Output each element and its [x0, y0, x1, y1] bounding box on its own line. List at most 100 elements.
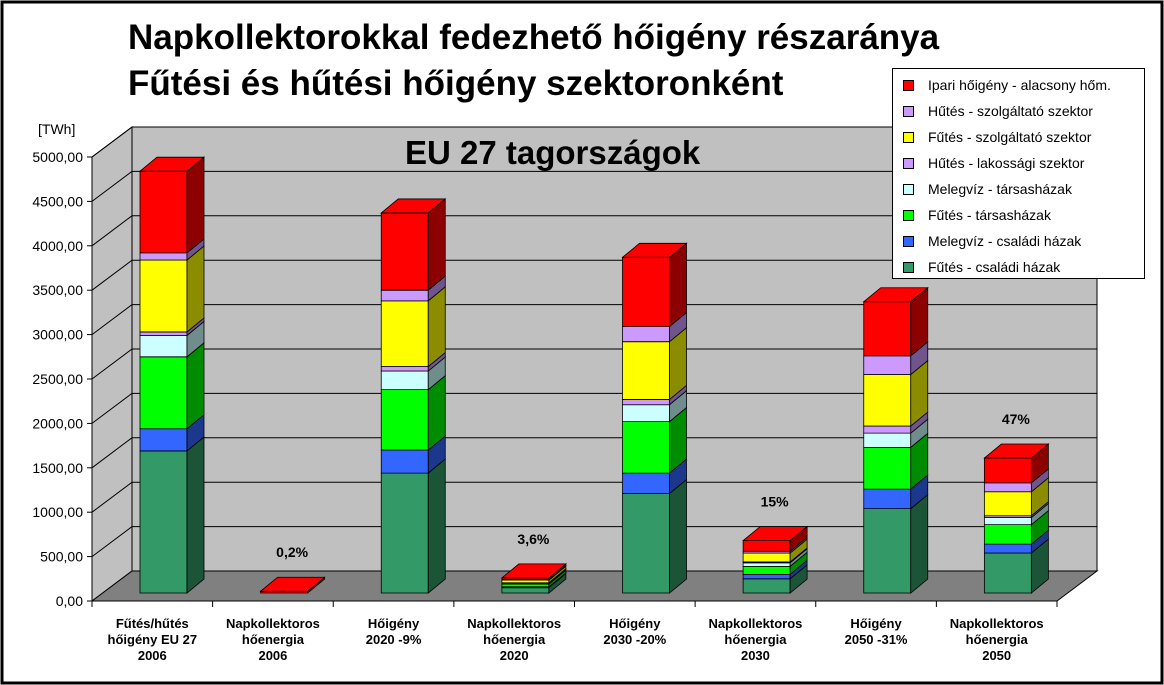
bar-segment — [983, 517, 1032, 526]
x-tick-label: 2030 -20% — [603, 632, 666, 647]
bar-segment — [742, 565, 791, 575]
legend-item: Melegvíz - társasházak — [903, 179, 1072, 199]
y-tick-label: 4000,00 — [32, 238, 83, 254]
legend-swatch — [903, 261, 914, 273]
bar-annotation: 47% — [1002, 411, 1031, 427]
x-tick-label: 2020 — [500, 648, 529, 663]
bar-segment — [622, 493, 670, 594]
legend-swatch — [903, 235, 914, 247]
bar-segment — [983, 524, 1032, 545]
bar-segment — [139, 450, 188, 594]
bar-segment — [380, 370, 429, 391]
bar-segment — [983, 457, 1032, 484]
bar-segment — [622, 404, 670, 423]
bar-segment-side — [427, 198, 446, 292]
y-gridline — [91, 481, 1097, 513]
bar-segment — [380, 449, 429, 474]
bar-annotation: 3,6% — [517, 531, 549, 547]
legend-label: Ipari hőigény - alacsony hőm. — [928, 77, 1111, 93]
bar-segment — [622, 341, 670, 400]
bar-segment — [622, 326, 670, 343]
bar-segment — [139, 356, 188, 430]
legend-item: Ipari hőigény - alacsony hőm. — [903, 75, 1111, 95]
legend-swatch — [903, 79, 914, 91]
bar-segment — [380, 366, 429, 372]
x-tick-label: 2020 -9% — [366, 632, 422, 647]
bar-segment — [139, 335, 188, 358]
bar-segment — [622, 399, 670, 406]
bar-segment-side — [186, 341, 205, 430]
x-tick-label: 2050 — [982, 648, 1011, 663]
y-gridline — [91, 304, 1097, 336]
legend-item: Fűtés - családi házak — [903, 257, 1060, 277]
legend-label: Fűtés - szolgáltató szektor — [928, 129, 1092, 145]
x-tick-label: Hőigény — [609, 616, 661, 631]
bar-segment-side — [186, 436, 205, 594]
bar-segment — [983, 543, 1032, 554]
x-tick-label: Napkollektoros — [950, 616, 1044, 631]
bar-segment — [622, 256, 670, 328]
bar-segment — [742, 578, 791, 594]
bar-segment — [863, 425, 912, 434]
x-tick-label: hőenergia — [242, 632, 305, 647]
bar-top — [500, 563, 567, 579]
y-tick-label: 4500,00 — [32, 193, 83, 209]
y-tick-label: 3000,00 — [32, 327, 83, 343]
y-tick-label: 1000,00 — [32, 504, 83, 520]
legend-swatch — [903, 131, 914, 143]
bar-segment — [139, 331, 188, 336]
bar-top — [259, 576, 326, 592]
y-tick-label: 500,00 — [40, 549, 83, 565]
bar-segment — [139, 259, 188, 333]
legend-item: Melegvíz - családi házak — [903, 231, 1081, 251]
y-gridline — [91, 348, 1097, 380]
chart-subtitle: EU 27 tagországok — [405, 134, 701, 171]
y-tick-label: 5000,00 — [32, 149, 83, 165]
legend-label: Melegvíz - társasházak — [928, 181, 1072, 197]
bar-segment — [863, 374, 912, 427]
bar-top — [380, 198, 447, 214]
x-tick-label: Fűtés/hűtés — [116, 616, 189, 631]
bar-top — [621, 242, 688, 258]
bar-segment — [380, 212, 429, 291]
y-tick-label: 0,00 — [56, 593, 83, 609]
x-tick-label: 2050 -31% — [845, 632, 908, 647]
bar-segment-side — [910, 493, 929, 594]
bar-segment — [742, 552, 791, 563]
bar-segment-side — [186, 245, 205, 333]
y-axis-unit-label: [TWh] — [38, 121, 76, 137]
bar-segment — [863, 301, 912, 357]
x-tick-label: hőenergia — [483, 632, 546, 647]
y-gridline — [91, 126, 1097, 158]
x-tick-label: Hőigény — [368, 616, 420, 631]
chart-title-line-2: Fűtési és hűtési hőigény szektoronként — [128, 64, 784, 103]
bar-segment — [380, 389, 429, 451]
chart-legend: Ipari hőigény - alacsony hőm. Hűtés - sz… — [892, 68, 1145, 279]
bar-annotation: 15% — [761, 494, 790, 510]
y-gridline — [91, 170, 1097, 202]
bar-segment — [501, 587, 550, 594]
bar-segment-side — [186, 156, 205, 254]
legend-swatch — [903, 183, 914, 195]
y-tick-label: 2500,00 — [32, 371, 83, 387]
chart-title: Napkollektorokkal fedezhető hőigény rész… — [128, 18, 940, 57]
x-tick-label: 2006 — [258, 648, 287, 663]
y-gridline — [91, 437, 1097, 469]
bar-segment — [863, 508, 912, 594]
y-tick-label: 2000,00 — [32, 415, 83, 431]
bar-annotation: 0,2% — [276, 544, 308, 560]
chart-floor — [90, 570, 1099, 602]
bar-top — [138, 156, 206, 172]
bar-segment — [622, 472, 670, 494]
legend-label: Hűtés - szolgáltató szektor — [928, 103, 1093, 119]
bar-segment — [863, 432, 912, 448]
x-tick-label: 2006 — [138, 648, 167, 663]
bar-segment — [139, 428, 188, 452]
legend-item: Hűtés - szolgáltató szektor — [903, 101, 1093, 121]
bar-top — [862, 287, 929, 303]
bar-segment — [380, 300, 429, 367]
y-gridline — [91, 259, 1097, 291]
legend-item: Fűtés - társasházak — [903, 205, 1051, 225]
